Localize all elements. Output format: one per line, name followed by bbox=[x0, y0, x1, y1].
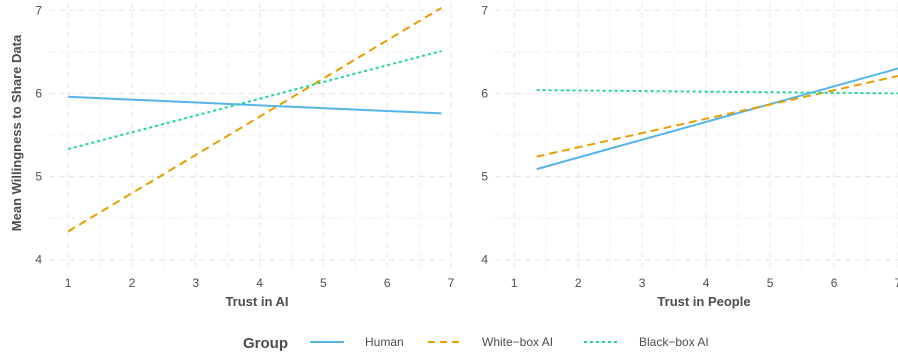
series-line-black-box-ai bbox=[536, 89, 898, 95]
y-tick-label: 5 bbox=[481, 170, 488, 184]
legend-item-black-box-ai: Black−box AI bbox=[584, 335, 709, 349]
legend-label-human: Human bbox=[365, 335, 404, 349]
y-tick-label: 4 bbox=[35, 253, 42, 267]
x-tick-label: 1 bbox=[65, 276, 72, 290]
x-tick-label: 2 bbox=[575, 276, 582, 290]
x-tick-label: 2 bbox=[129, 276, 136, 290]
legend-label-white-box-ai: White−box AI bbox=[482, 335, 553, 349]
y-tick-label: 6 bbox=[481, 86, 488, 100]
x-axis-title-right: Trust in People bbox=[657, 294, 750, 309]
series-line-black-box-ai bbox=[67, 50, 442, 151]
legend-item-white-box-ai: White−box AI bbox=[428, 335, 553, 349]
gridlines bbox=[49, 2, 452, 268]
panel-trust-in-ai: 1 2 3 4 5 6 7 4 5 6 7 bbox=[35, 2, 455, 290]
legend-title: Group bbox=[243, 335, 288, 352]
x-tick-label: 7 bbox=[895, 276, 898, 290]
y-tick-label: 6 bbox=[35, 86, 42, 100]
x-tick-label: 5 bbox=[767, 276, 774, 290]
y-axis-title: Mean Willingness to Share Data bbox=[9, 34, 24, 231]
gridlines bbox=[495, 2, 898, 268]
series-line-human bbox=[68, 95, 442, 115]
series-line-white-box-ai bbox=[536, 75, 898, 158]
series-line-human bbox=[536, 67, 898, 171]
x-axis-title-left: Trust in AI bbox=[225, 294, 288, 309]
x-tick-label: 6 bbox=[384, 276, 391, 290]
y-tick-label: 7 bbox=[35, 3, 42, 17]
legend: Group Human White−box AI Black−box AI bbox=[243, 335, 709, 352]
y-tick-label: 5 bbox=[35, 170, 42, 184]
y-tick-label: 4 bbox=[481, 253, 488, 267]
x-tick-label: 4 bbox=[256, 276, 263, 290]
x-tick-label: 3 bbox=[639, 276, 646, 290]
panel-trust-in-people: 1 2 3 4 5 6 7 4 5 6 7 bbox=[481, 2, 898, 290]
legend-item-human: Human bbox=[310, 335, 404, 349]
series-line-white-box-ai bbox=[67, 6, 442, 233]
x-tick-label: 5 bbox=[320, 276, 327, 290]
x-tick-label: 7 bbox=[448, 276, 455, 290]
x-tick-label: 4 bbox=[703, 276, 710, 290]
legend-label-black-box-ai: Black−box AI bbox=[639, 335, 709, 349]
x-tick-label: 6 bbox=[831, 276, 838, 290]
x-tick-label: 1 bbox=[511, 276, 518, 290]
x-tick-label: 3 bbox=[192, 276, 199, 290]
y-tick-label: 7 bbox=[481, 3, 488, 17]
